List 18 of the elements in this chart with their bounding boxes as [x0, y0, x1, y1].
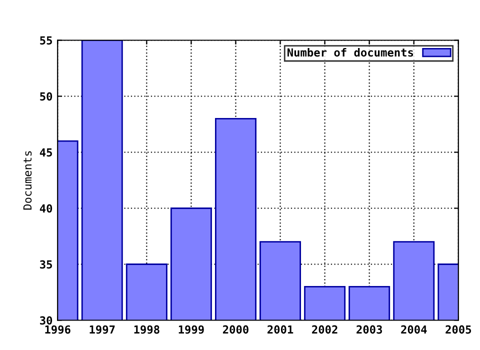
x-tick-label: 2002 [312, 325, 338, 334]
x-tick-label: 2003 [356, 325, 382, 334]
x-tick-label: 1999 [178, 325, 204, 334]
legend-label: Number of documents [288, 48, 414, 57]
y-tick-label: 55 [40, 36, 52, 45]
x-tick-label: 1996 [45, 325, 70, 334]
x-tick-label: 2000 [222, 325, 248, 334]
y-tick-label: 45 [40, 148, 52, 157]
x-tick-label: 1998 [134, 325, 160, 334]
y-tick-label: 35 [40, 260, 52, 269]
x-tick-label: 2001 [268, 325, 294, 334]
x-tick-label: 2004 [401, 325, 427, 334]
x-tick-label: 1997 [90, 325, 115, 334]
y-tick-label: 30 [40, 316, 52, 325]
y-tick-label: 40 [40, 204, 52, 213]
x-tick-label: 2005 [446, 325, 472, 334]
y-axis-title: Documents [23, 151, 32, 210]
y-tick-label: 50 [40, 92, 52, 101]
